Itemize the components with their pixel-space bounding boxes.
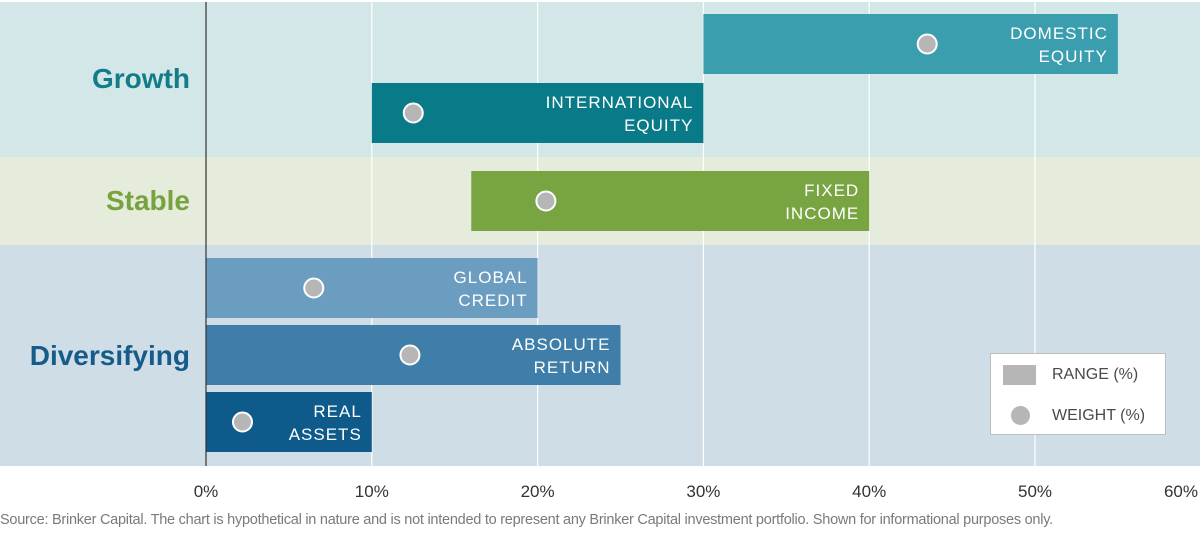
weight-dot-icon — [1011, 406, 1030, 425]
weight-dot-domestic-equity — [916, 33, 938, 55]
legend-item-weight: WEIGHT (%) — [1003, 406, 1145, 425]
legend-label-weight: WEIGHT (%) — [1052, 406, 1146, 424]
range-swatch-icon — [1003, 365, 1036, 385]
bar-label-real-assets-line1: REAL — [313, 402, 361, 421]
bar-label-real-assets-line2: ASSETS — [289, 425, 362, 444]
group-label-growth: Growth — [92, 63, 190, 94]
weight-dot-real-assets — [231, 411, 253, 433]
x-tick-label-30pct: 30% — [686, 482, 720, 501]
x-tick-label-50pct: 50% — [1018, 482, 1052, 501]
weight-dot-global-credit — [303, 277, 325, 299]
x-tick-label-40pct: 40% — [852, 482, 886, 501]
chart-legend: RANGE (%) WEIGHT (%) — [990, 353, 1166, 435]
group-label-diversifying: Diversifying — [30, 340, 190, 371]
bar-label-international-equity-line1: INTERNATIONAL — [546, 93, 694, 112]
bar-label-international-equity-line2: EQUITY — [624, 116, 693, 135]
x-tick-label-0pct: 0% — [194, 482, 219, 501]
weight-dot-international-equity — [402, 102, 424, 124]
weight-dot-fixed-income — [535, 190, 557, 212]
bar-label-global-credit-line2: CREDIT — [458, 291, 527, 310]
legend-label-range: RANGE (%) — [1052, 366, 1139, 383]
range-bar-global-credit — [206, 258, 538, 318]
bar-label-domestic-equity-line1: DOMESTIC — [1010, 24, 1108, 43]
bar-label-fixed-income-line1: FIXED — [804, 181, 859, 200]
group-label-stable: Stable — [106, 185, 190, 216]
bar-label-domestic-equity-line2: EQUITY — [1039, 47, 1108, 66]
bar-label-global-credit-line1: GLOBAL — [454, 268, 528, 287]
bar-label-absolute-return-line2: RETURN — [534, 358, 611, 377]
bar-label-fixed-income-line2: INCOME — [785, 204, 859, 223]
range-bar-international-equity — [371, 83, 704, 143]
weight-dot-absolute-return — [399, 344, 421, 366]
bar-label-absolute-return-line1: ABSOLUTE — [512, 335, 611, 354]
legend-item-range: RANGE (%) — [1003, 365, 1138, 385]
x-tick-label-60pct: 60% — [1164, 482, 1198, 501]
source-note: Source: Brinker Capital. The chart is hy… — [0, 512, 1053, 528]
x-tick-label-20pct: 20% — [521, 482, 555, 501]
x-tick-label-10pct: 10% — [355, 482, 389, 501]
range-bar-domestic-equity — [703, 14, 1118, 74]
